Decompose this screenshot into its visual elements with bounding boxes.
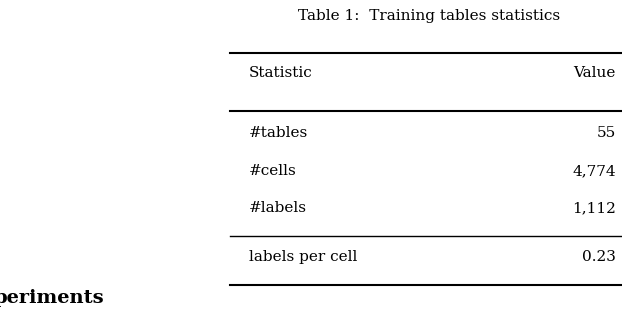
- Text: 55: 55: [596, 126, 616, 140]
- Text: labels per cell: labels per cell: [249, 250, 357, 264]
- Text: 0.23: 0.23: [582, 250, 616, 264]
- Text: Statistic: Statistic: [249, 66, 312, 80]
- Text: Value: Value: [573, 66, 616, 80]
- Text: #tables: #tables: [249, 126, 308, 140]
- Text: Table 1:  Training tables statistics: Table 1: Training tables statistics: [298, 9, 560, 23]
- Text: #cells: #cells: [249, 164, 297, 178]
- Text: periments: periments: [0, 289, 104, 307]
- Text: #labels: #labels: [249, 201, 307, 215]
- Text: 1,112: 1,112: [572, 201, 616, 215]
- Text: 4,774: 4,774: [572, 164, 616, 178]
